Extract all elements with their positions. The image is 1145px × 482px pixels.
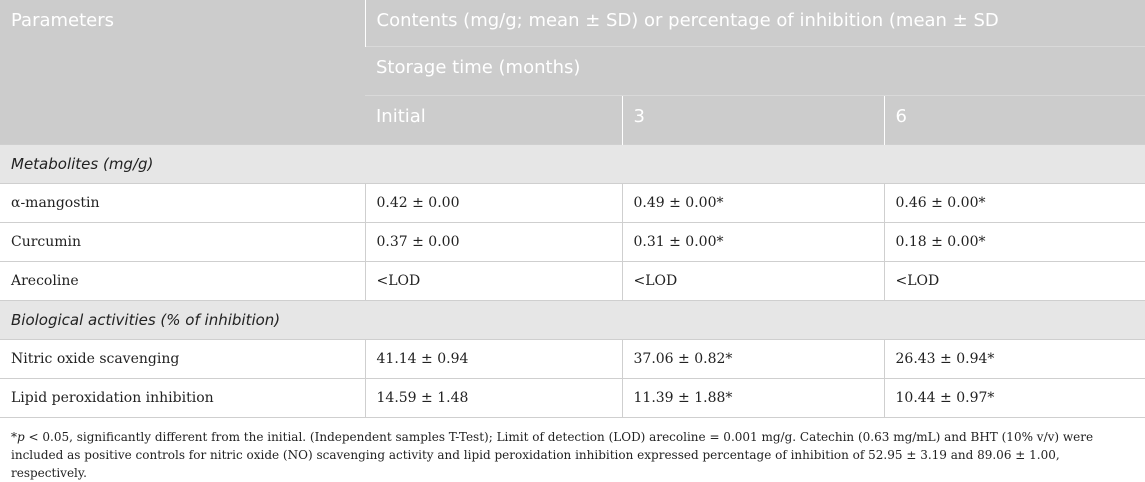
section-title-biological: Biological activities (% of inhibition): [0, 300, 1145, 340]
value-cell: 11.39 ± 1.88*: [621, 378, 885, 418]
table-row: Nitric oxide scavenging 41.14 ± 0.94 37.…: [0, 339, 1145, 379]
results-table: Parameters Contents (mg/g; mean ± SD) or…: [0, 0, 1145, 418]
table-row: Curcumin 0.37 ± 0.00 0.31 ± 0.00* 0.18 ±…: [0, 222, 1145, 262]
value-cell: 26.43 ± 0.94*: [883, 339, 1145, 379]
table-row: Lipid peroxidation inhibition 14.59 ± 1.…: [0, 378, 1145, 418]
table-body: Metabolites (mg/g) α-mangostin 0.42 ± 0.…: [0, 144, 1145, 418]
param-cell: Lipid peroxidation inhibition: [0, 378, 366, 418]
value-cell: 41.14 ± 0.94: [364, 339, 623, 379]
value-cell: 0.31 ± 0.00*: [621, 222, 885, 262]
value-cell: 0.42 ± 0.00: [364, 183, 623, 223]
value-cell: 0.18 ± 0.00*: [883, 222, 1145, 262]
header-contents: Contents (mg/g; mean ± SD) or percentage…: [364, 0, 1145, 47]
table-row: α-mangostin 0.42 ± 0.00 0.49 ± 0.00* 0.4…: [0, 183, 1145, 223]
value-cell: 0.46 ± 0.00*: [883, 183, 1145, 223]
value-cell: 37.06 ± 0.82*: [621, 339, 885, 379]
section-title-metabolites: Metabolites (mg/g): [0, 144, 1145, 184]
header-period-6: 6: [883, 95, 1145, 145]
table-row: Arecoline <LOD <LOD <LOD: [0, 261, 1145, 301]
table-header: Parameters Contents (mg/g; mean ± SD) or…: [0, 0, 1145, 145]
param-cell: Curcumin: [0, 222, 366, 262]
footnote-p-symbol: *p: [11, 430, 25, 444]
value-cell: <LOD: [883, 261, 1145, 301]
header-period-initial: Initial: [365, 95, 622, 145]
value-cell: <LOD: [621, 261, 885, 301]
value-cell: 10.44 ± 0.97*: [883, 378, 1145, 418]
section-row: Metabolites (mg/g): [0, 144, 1145, 184]
footnote-text: < 0.05, significantly different from the…: [11, 430, 1094, 480]
param-cell: Arecoline: [0, 261, 366, 301]
table-footnote: *p < 0.05, significantly different from …: [11, 428, 1136, 482]
value-cell: 0.37 ± 0.00: [364, 222, 623, 262]
section-row: Biological activities (% of inhibition): [0, 300, 1145, 340]
header-parameters: Parameters: [0, 0, 365, 145]
header-period-3: 3: [621, 95, 884, 145]
value-cell: 14.59 ± 1.48: [364, 378, 623, 418]
value-cell: <LOD: [364, 261, 623, 301]
param-cell: α-mangostin: [0, 183, 366, 223]
value-cell: 0.49 ± 0.00*: [621, 183, 885, 223]
header-storage-time: Storage time (months): [365, 46, 1145, 96]
param-cell: Nitric oxide scavenging: [0, 339, 366, 379]
